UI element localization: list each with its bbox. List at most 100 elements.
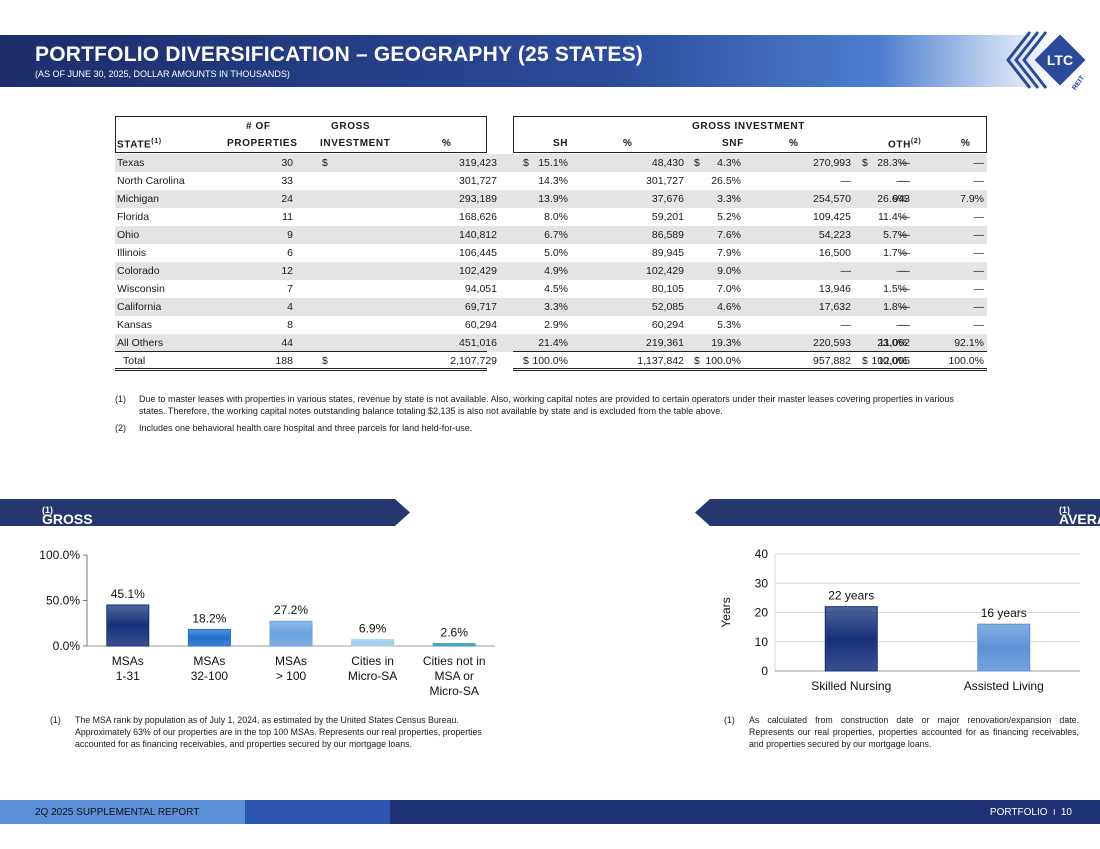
table-row: Florida 11 168,626 8.0% 59,201 5.2% 109,… — [115, 208, 987, 226]
table-note-1: (1) Due to master leases with properties… — [115, 393, 985, 419]
cell-properties: 8 — [287, 319, 293, 331]
cell-snf-pct: 1.7% — [883, 247, 907, 259]
x-tick-label: 1-31 — [116, 669, 140, 683]
table-total-row: Total 188 $ 2,107,729 100.0% $ 1,137,842… — [115, 352, 987, 370]
col-header-snf-pct: % — [789, 138, 799, 149]
cell-sh: 102,429 — [646, 265, 684, 277]
x-tick-label: Micro-SA — [430, 684, 479, 698]
cell-sh-pct: 4.3% — [717, 157, 741, 169]
cell-oth: — — [899, 247, 911, 259]
cell-pct: 4.9% — [544, 265, 568, 277]
cell-snf-pct: 1.8% — [883, 301, 907, 313]
col-header-investment: INVESTMENT — [320, 138, 391, 149]
cell-oth-pct: 92.1% — [954, 337, 984, 349]
x-tick-label: MSAs — [112, 654, 144, 668]
footer-accent-light — [0, 800, 245, 824]
x-tick-label: Micro-SA — [348, 669, 397, 683]
cell-state: Michigan — [117, 193, 160, 205]
table-row: Texas 30 $ 319,423 15.1% $ 48,430 4.3% $… — [115, 154, 987, 172]
cell-investment: 60,294 — [464, 319, 497, 331]
cell-oth: — — [899, 283, 911, 295]
cell-oth-pct: — — [973, 319, 985, 331]
cell-properties: 7 — [287, 283, 293, 295]
cell-snf: 13,946 — [818, 283, 851, 295]
y-tick-label: 50.0% — [46, 594, 80, 608]
total-rule-bottom-left-1 — [115, 368, 487, 369]
cell-state: North Carolina — [117, 175, 185, 187]
total-rule-bottom-left-2 — [115, 370, 487, 371]
cell-snf: 109,425 — [813, 211, 851, 223]
bar — [187, 628, 231, 647]
cell-snf: 270,993 — [813, 157, 851, 169]
cell-sh-pct: 3.3% — [717, 193, 741, 205]
table-row: Illinois 6 106,445 5.0% 89,945 7.9% 16,5… — [115, 244, 987, 262]
page-subtitle: (AS OF JUNE 30, 2025, DOLLAR AMOUNTS IN … — [35, 69, 290, 79]
cell-oth-pct: — — [973, 301, 985, 313]
table-left-header-box — [115, 116, 487, 153]
cell-properties: 6 — [287, 247, 293, 259]
cell-dollar: $ — [523, 157, 529, 169]
cell-snf-pct: 11.4% — [878, 211, 907, 223]
cell-snf: — — [840, 319, 852, 331]
footer-report-name: 2Q 2025 SUPPLEMENTAL REPORT — [35, 807, 200, 818]
table-row: California 4 69,717 3.3% 52,085 4.6% 17,… — [115, 298, 987, 316]
cell-properties: 33 — [281, 175, 293, 187]
page-number: 10 — [1060, 807, 1072, 818]
cell-oth: 943 — [892, 193, 910, 205]
cell-pct: 4.5% — [544, 283, 568, 295]
cell-sh: 219,361 — [646, 337, 684, 349]
page-header: PORTFOLIO DIVERSIFICATION – GEOGRAPHY (2… — [0, 35, 1100, 87]
age-bar-chart: 0 10 20 30 40 22 years Skilled Nursing 16 years… — [719, 547, 1080, 693]
cell-oth: — — [899, 301, 911, 313]
cell-sh-pct: 26.5% — [711, 175, 741, 187]
cell-oth-pct: 100.0% — [948, 355, 984, 367]
cell-oth-pct: — — [973, 283, 985, 295]
cell-properties: 11 — [282, 211, 293, 223]
col-header-num-of: # OF — [246, 121, 271, 132]
cell-sh-pct: 4.6% — [717, 301, 741, 313]
cell-properties: 188 — [275, 355, 293, 367]
table-row: Ohio 9 140,812 6.7% 86,589 7.6% 54,223 5… — [115, 226, 987, 244]
cell-sh: 37,676 — [651, 193, 684, 205]
col-header-oth-pct: % — [961, 138, 971, 149]
table-row: All Others 44 451,016 21.4% 219,361 19.3… — [115, 334, 987, 352]
cell-oth: — — [899, 319, 911, 331]
cell-pct: 100.0% — [532, 355, 568, 367]
table-row: Kansas 8 60,294 2.9% 60,294 5.3% — — — — — [115, 316, 987, 334]
cell-investment: 2,107,729 — [450, 355, 497, 367]
bar — [351, 639, 395, 647]
table-note-2: (2) Includes one behavioral health care … — [115, 422, 985, 436]
table-row: Wisconsin 7 94,051 4.5% 80,105 7.0% 13,9… — [115, 280, 987, 298]
cell-investment: 102,429 — [459, 265, 497, 277]
cell-snf-pct: 1.5% — [883, 283, 907, 295]
note-number: (1) — [115, 394, 126, 404]
cell-state: California — [117, 301, 162, 313]
cell-state: All Others — [117, 337, 164, 349]
cell-oth: — — [899, 175, 911, 187]
cell-oth-pct: — — [973, 247, 985, 259]
cell-properties: 4 — [287, 301, 293, 313]
y-tick-label: 40 — [755, 547, 769, 561]
data-label: 45.1% — [111, 587, 145, 601]
total-rule-bottom-right-2 — [513, 370, 987, 371]
x-tick-label: MSAs — [275, 654, 307, 668]
cell-properties: 12 — [281, 265, 293, 277]
cell-oth-pct: 7.9% — [960, 193, 984, 205]
cell-sh: 59,201 — [651, 211, 684, 223]
data-label: 22 years — [828, 589, 874, 603]
cell-investment: 106,445 — [459, 247, 497, 259]
cell-sh-pct: 100.0% — [705, 355, 741, 367]
msa-section-banner: GROSS PORTFOLIO BY MSA (1) — [0, 499, 410, 526]
cell-oth: 11,062 — [878, 337, 910, 349]
cell-sh: 52,085 — [651, 301, 684, 313]
cell-dollar: $ — [862, 157, 868, 169]
table-right-header-box — [513, 116, 987, 153]
cell-sh: 1,137,842 — [637, 355, 684, 367]
cell-dollar: $ — [694, 355, 700, 367]
table-row: Colorado 12 102,429 4.9% 102,429 9.0% — … — [115, 262, 987, 280]
bar — [432, 643, 476, 647]
cell-snf-pct: 100.0% — [871, 355, 907, 367]
cell-dollar: $ — [322, 157, 328, 169]
cell-sh: 48,430 — [651, 157, 684, 169]
cell-dollar: $ — [862, 355, 868, 367]
